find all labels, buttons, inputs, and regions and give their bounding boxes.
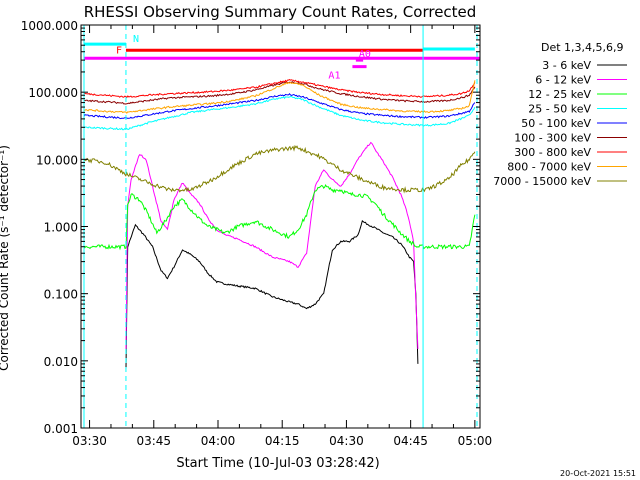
- legend-title: Det 1,3,4,5,6,9: [541, 41, 624, 54]
- x-tick-label: 05:00: [458, 434, 493, 448]
- plot-area: NF A0 A1 0.001 0.010 0.100 1.000 10.000 100.000 1…: [21, 19, 492, 448]
- series-line-6: [83, 81, 476, 105]
- plot-series-group: [83, 25, 480, 428]
- x-tick-label: 04:00: [201, 434, 236, 448]
- annotation-label-n: N: [133, 34, 139, 45]
- chart-title: RHESSI Observing Summary Count Rates, Co…: [84, 3, 477, 21]
- y-tick-label: 0.100: [44, 288, 78, 302]
- annotation-label-f: F: [116, 45, 122, 56]
- y-tick-label: 1000.000: [21, 19, 78, 33]
- series-line-7: [83, 79, 476, 99]
- series-line-4: [83, 95, 476, 131]
- legend-label-1: 3 - 6 keV: [542, 59, 591, 72]
- annotation-label-a1: A1: [328, 71, 340, 82]
- legend-label-8: 800 - 7000 keV: [507, 161, 591, 174]
- footer-timestamp: 20-Oct-2021 15:51: [560, 469, 636, 478]
- y-axis-label: Corrected Count Rate (s⁻¹ detector⁻¹): [0, 145, 11, 371]
- y-tick-label: 10.000: [36, 153, 78, 167]
- legend-label-7: 300 - 800 keV: [514, 146, 591, 159]
- legend-label-9: 7000 - 15000 keV: [493, 175, 591, 188]
- series-line-2: [125, 141, 419, 350]
- series-line-5: [83, 93, 476, 120]
- series-line-1: [125, 220, 419, 369]
- legend-label-2: 6 - 12 keV: [535, 74, 591, 87]
- x-tick-label: 03:45: [136, 434, 171, 448]
- legend-label-5: 50 - 100 keV: [521, 117, 591, 130]
- x-tick-label: 04:30: [329, 434, 364, 448]
- legend-label-6: 100 - 300 keV: [514, 132, 591, 145]
- y-tick-label: 100.000: [28, 86, 78, 100]
- x-tick-label: 03:30: [72, 434, 107, 448]
- annotation-label-a0: A0: [359, 49, 371, 60]
- y-tick-label: 0.010: [44, 355, 78, 369]
- series-line-8: [83, 80, 476, 114]
- x-axis-label: Start Time (10-Jul-03 03:28:42): [176, 456, 379, 471]
- series-line-9: [83, 144, 476, 194]
- x-tick-label: 04:15: [265, 434, 300, 448]
- y-tick-label: 0.001: [44, 422, 78, 436]
- y-tick-label: 1.000: [44, 221, 78, 235]
- legend-label-4: 25 - 50 keV: [528, 103, 591, 116]
- series-line-3: [83, 184, 476, 251]
- x-tick-label: 04:45: [393, 434, 428, 448]
- legend-label-3: 12 - 25 keV: [528, 88, 591, 101]
- plot-frame: [80, 24, 481, 429]
